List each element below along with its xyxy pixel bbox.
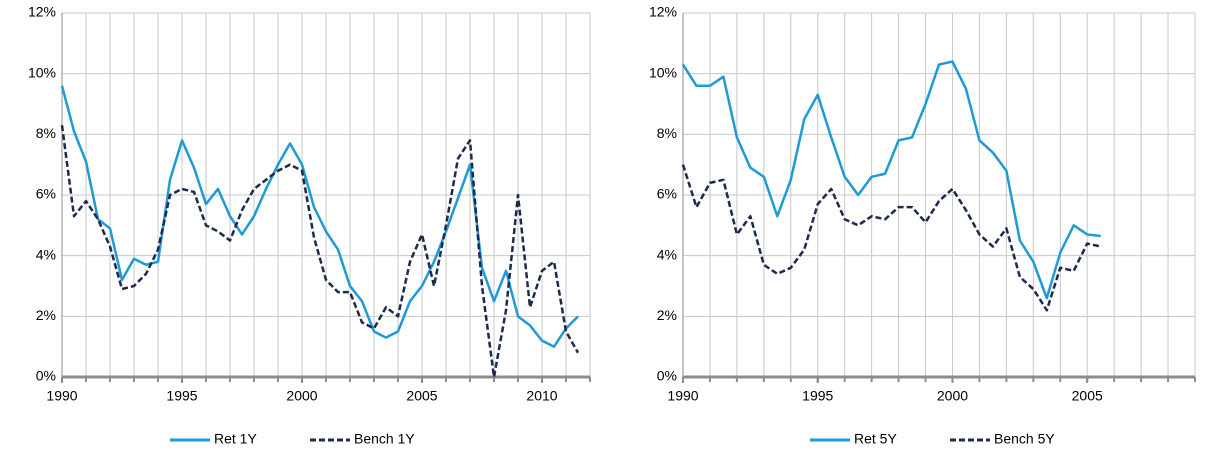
y-tick-label: 12%	[28, 4, 56, 20]
y-tick-label: 2%	[657, 307, 677, 323]
y-tick-label: 0%	[657, 368, 677, 384]
legend-label: Bench 5Y	[994, 431, 1055, 447]
y-tick-label: 6%	[657, 186, 677, 202]
legend-label: Bench 1Y	[354, 431, 415, 447]
y-tick-label: 10%	[28, 64, 56, 80]
y-tick-label: 2%	[36, 307, 56, 323]
series-line	[60, 85, 579, 348]
x-tick-label: 2000	[286, 388, 317, 404]
y-tick-label: 0%	[36, 368, 56, 384]
y-tick-label: 12%	[649, 4, 677, 20]
x-tick-label: 1995	[802, 388, 833, 404]
y-tick-label: 8%	[36, 125, 56, 141]
legend-label: Ret 5Y	[854, 431, 897, 447]
y-tick-label: 4%	[36, 246, 56, 262]
x-tick-label: 2010	[526, 388, 557, 404]
legend-label: Ret 1Y	[214, 431, 257, 447]
series-line	[60, 125, 580, 379]
x-tick-label: 1990	[46, 388, 77, 404]
x-tick-label: 2000	[937, 388, 968, 404]
y-tick-label: 10%	[649, 64, 677, 80]
y-tick-label: 6%	[36, 186, 56, 202]
series-line	[681, 60, 1101, 300]
x-tick-label: 2005	[406, 388, 437, 404]
y-tick-label: 8%	[657, 125, 677, 141]
y-tick-label: 4%	[657, 246, 677, 262]
x-tick-label: 1990	[667, 388, 698, 404]
x-tick-label: 1995	[166, 388, 197, 404]
x-tick-label: 2005	[1072, 388, 1103, 404]
series-line	[681, 164, 1101, 312]
